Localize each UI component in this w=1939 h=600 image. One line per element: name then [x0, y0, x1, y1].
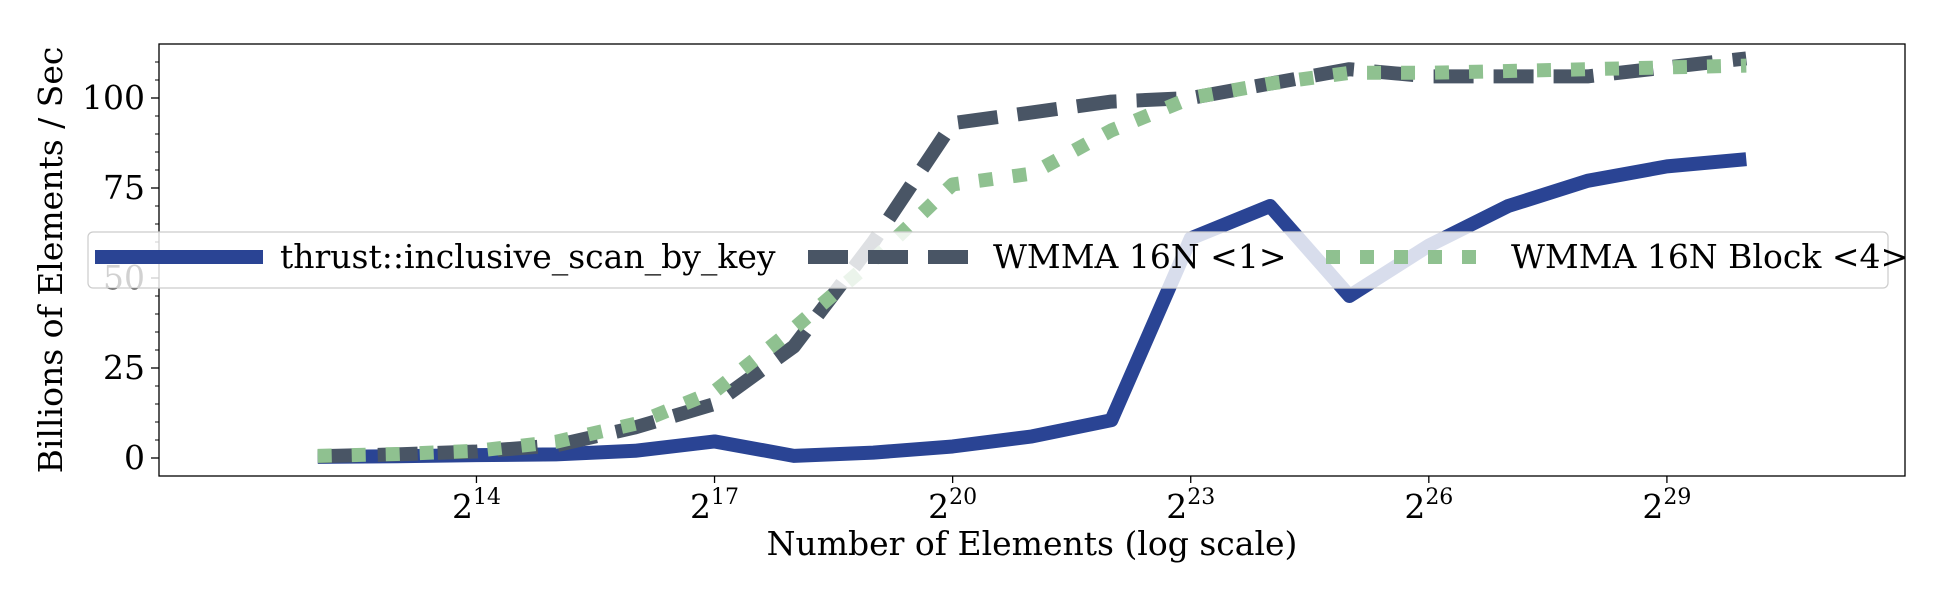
y-tick-label-4: 100: [82, 78, 145, 117]
legend-label-0: thrust::inclusive_scan_by_key: [280, 237, 776, 277]
series-layer: [317, 51, 1748, 464]
x-tick-label-1: 217: [690, 485, 739, 526]
y-tick-label-1: 25: [103, 348, 145, 387]
x-tick-label-5: 229: [1642, 485, 1691, 526]
x-tick-label-3: 223: [1166, 485, 1215, 526]
legend-label-1: WMMA 16N <1>: [993, 237, 1286, 276]
y-axis-ticks: 0255075100: [82, 61, 159, 477]
legend-box: [87, 231, 1889, 289]
x-tick-label-0: 214: [452, 485, 501, 526]
x-tick-label-4: 226: [1404, 485, 1453, 526]
legend-label-2: WMMA 16N Block <4>: [1511, 237, 1908, 276]
x-axis-label: Number of Elements (log scale): [767, 524, 1298, 563]
y-axis-label: Billions of Elements / Sec: [31, 47, 70, 474]
y-tick-label-3: 75: [103, 168, 145, 207]
y-tick-label-0: 0: [124, 438, 145, 477]
x-tick-label-2: 220: [928, 485, 977, 526]
series-line-0: [317, 152, 1747, 464]
x-axis-ticks: 214 217 220 223 226 229: [452, 476, 1691, 526]
legend: thrust::inclusive_scan_by_key WMMA 16N <1…: [87, 231, 1908, 289]
